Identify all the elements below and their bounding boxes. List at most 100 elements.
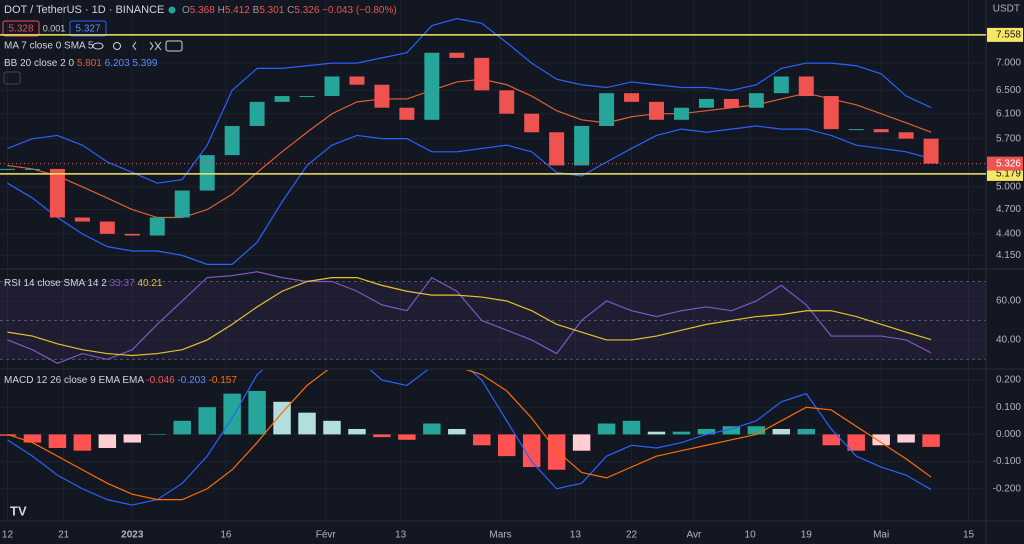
histogram-bar: [198, 407, 216, 435]
candle: [748, 93, 764, 108]
ohlc-value: 5.326: [294, 5, 319, 16]
histogram-bar: [697, 428, 716, 435]
market-status: [168, 6, 176, 14]
candle: [649, 101, 664, 120]
histogram-bar: [922, 434, 940, 447]
histogram-bar: [722, 426, 741, 435]
y-tick-label: 4.150: [996, 250, 1021, 261]
histogram-bar: [148, 434, 166, 435]
bid-box[interactable]: [2, 20, 40, 37]
symbol: DOT / TetherUS · 1D · BINANCE: [4, 4, 164, 16]
y-tick-label: -0.100: [993, 456, 1022, 467]
histogram-bar: [398, 434, 416, 440]
x-tick-label: 13: [395, 530, 407, 541]
last-price-label: 5.326: [996, 158, 1021, 169]
candle: [149, 217, 165, 236]
series-line: [7, 370, 932, 501]
macd-legend-name: MACD 12 26 close 9 EMA EMA: [4, 375, 144, 386]
y-tick-label: 60.00: [996, 296, 1021, 307]
y-tick-label: 7.000: [996, 58, 1021, 69]
y-tick-label: 0.100: [996, 402, 1021, 413]
y-tick-label: 0.000: [996, 429, 1021, 440]
macd-hist-value: -0.046: [146, 375, 175, 386]
histogram-bar: [647, 431, 666, 435]
histogram-bar: [48, 434, 67, 448]
candle: [574, 125, 590, 166]
ma-legend[interactable]: MA 7 close 0 SMA 5: [4, 41, 94, 52]
ohlc-value: 5.301: [259, 5, 284, 16]
histogram-bar: [173, 420, 191, 435]
macd-value: -0.203: [177, 375, 206, 386]
histogram-bar: [23, 434, 42, 443]
histogram-bar: [597, 423, 616, 435]
bb-legend[interactable]: BB 20 close 2 0 5.801 6.203 5.399: [4, 58, 158, 69]
legend-icons[interactable]: [92, 40, 183, 52]
x-tick-label: Mars: [489, 530, 511, 541]
histogram-bar: [373, 434, 391, 438]
price-tag-label: 7.558: [996, 30, 1021, 41]
histogram-bar: [323, 420, 341, 435]
histogram-bar: [298, 412, 316, 435]
price-tag: [987, 27, 1023, 42]
rsi-value: 33.37: [110, 278, 135, 289]
collapse-button[interactable]: [3, 71, 21, 85]
y-tick-label: 40.00: [996, 335, 1021, 346]
price-tag-label: 5.179: [996, 169, 1021, 180]
candle: [823, 96, 839, 130]
y-tick-label: 5.700: [996, 133, 1021, 144]
histogram-bar: [622, 420, 641, 435]
y-tick-label: 6.500: [996, 85, 1021, 96]
candle: [349, 76, 365, 85]
histogram-bar: [248, 390, 266, 435]
histogram-bar: [822, 434, 840, 446]
bb-upper-value: 6.203: [105, 58, 130, 69]
ohlc-label: B: [253, 5, 260, 16]
histogram-bar: [448, 428, 466, 435]
histogram-bar: [423, 423, 441, 435]
ohlc-value: 5.368: [190, 5, 215, 16]
x-tick-label: 21: [58, 530, 70, 541]
rsi-legend[interactable]: RSI 14 close SMA 14 2 33.37 40.21: [4, 278, 163, 289]
series-line: [7, 271, 932, 364]
macd-legend[interactable]: MACD 12 26 close 9 EMA EMA -0.046 -0.203…: [4, 375, 237, 386]
ask[interactable]: 5.327: [75, 24, 100, 35]
x-tick-label: 16: [220, 530, 232, 541]
candle: [848, 129, 864, 131]
series-line: [7, 276, 932, 357]
ohlc: O5.368 H5.412 B5.301 C5.326 −0.043 (−0.8…: [182, 5, 397, 16]
bid[interactable]: 5.328: [8, 24, 33, 35]
x-tick-label: Févr: [316, 530, 337, 541]
y-tick-label: 4.400: [996, 229, 1021, 240]
x-tick-label: 12: [2, 530, 14, 541]
y-tick-label: 0.200: [996, 375, 1021, 386]
pane: [0, 17, 986, 265]
bb-lower-value: 5.399: [132, 58, 157, 69]
candle: [798, 76, 814, 97]
histogram-bar: [73, 434, 92, 451]
currency[interactable]: USDT: [993, 4, 1020, 15]
candle: [499, 90, 515, 114]
candle: [74, 217, 90, 222]
ohlc-label: H: [218, 5, 225, 16]
candle: [873, 129, 889, 133]
signal-value: -0.157: [209, 375, 238, 386]
candle: [549, 132, 565, 166]
candle: [124, 233, 140, 236]
histogram-bar: [123, 434, 142, 443]
candle: [174, 190, 190, 218]
candle: [199, 155, 215, 191]
series-line: [7, 125, 932, 265]
candle: [374, 84, 390, 108]
tv-logo: TV: [10, 503, 27, 518]
rsi-sma-value: 40.21: [137, 278, 162, 289]
spread: 0.001: [43, 23, 66, 33]
candle: [24, 168, 40, 170]
ask-box[interactable]: [69, 20, 107, 37]
candle: [898, 132, 914, 139]
candle: [923, 138, 939, 164]
pane: [0, 271, 986, 364]
plot-layer: [0, 0, 986, 520]
histogram-bar: [847, 434, 865, 451]
